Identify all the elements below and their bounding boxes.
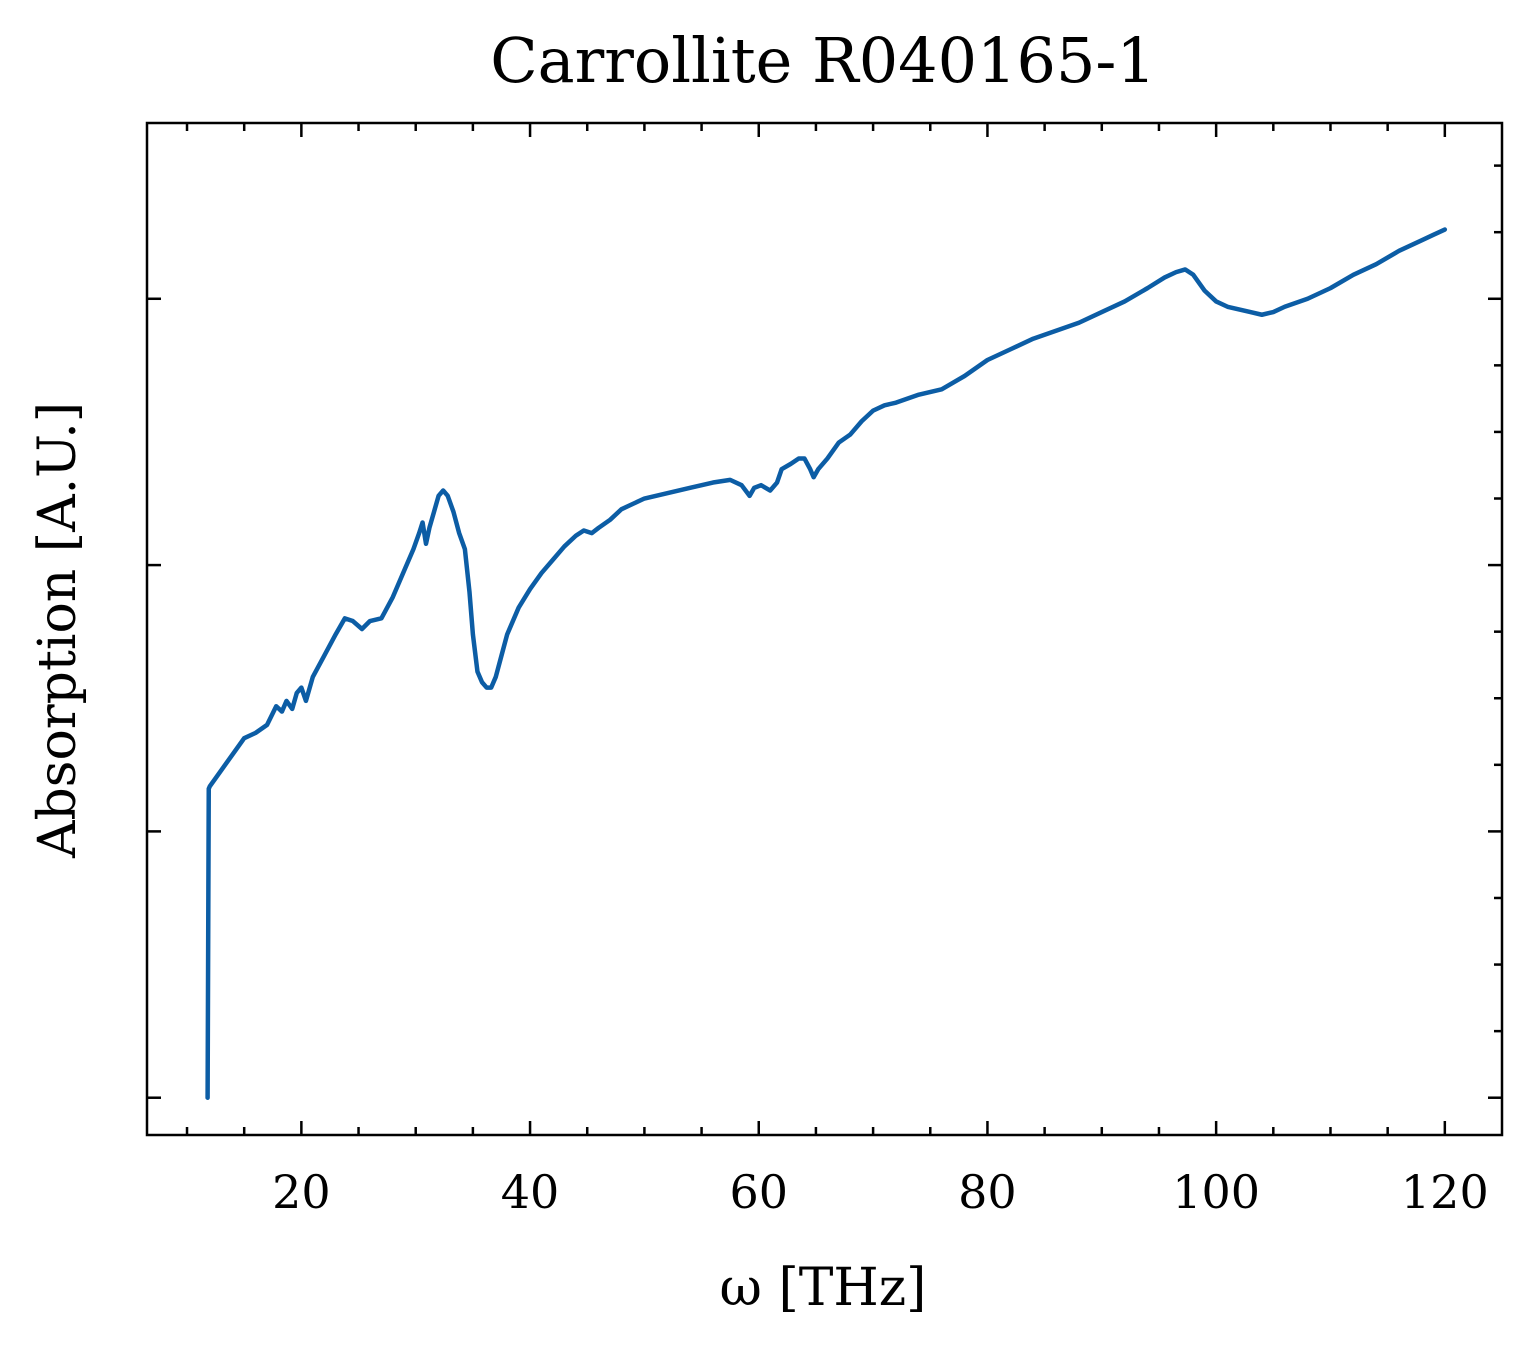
series-layer (205, 227, 1448, 1100)
absorption-series-line (205, 227, 1448, 1100)
x-tick-label: 120 (1401, 1165, 1489, 1219)
x-tick-label: 100 (1172, 1165, 1260, 1219)
major-ticks (147, 123, 1502, 1135)
plot-area (145, 121, 1504, 1137)
x-tick-label: 60 (729, 1165, 788, 1219)
x-tick-label: 40 (501, 1165, 560, 1219)
x-tick-labels: 20 40 60 80 100 120 (272, 1165, 1489, 1219)
chart-title: Carrollite R040165-1 (490, 24, 1156, 97)
x-axis-label: ω [THz] (720, 1258, 927, 1318)
y-axis-label: Absorption [A.U.] (28, 402, 88, 859)
minor-ticks (185, 123, 1502, 1135)
plot-frame (145, 121, 1504, 1137)
x-tick-label: 20 (272, 1165, 331, 1219)
x-tick-label: 80 (958, 1165, 1017, 1219)
